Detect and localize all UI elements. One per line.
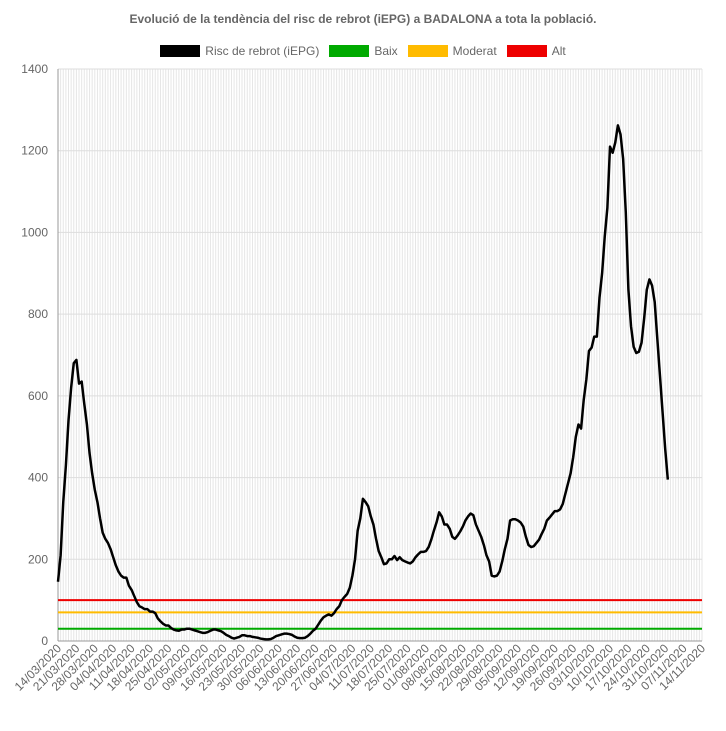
legend-item-alt[interactable]: Alt (506, 44, 566, 58)
legend-swatch-baix (329, 45, 370, 57)
legend-item-moderat[interactable]: Moderat (407, 44, 497, 58)
legend-item-baix[interactable]: Baix (329, 44, 398, 58)
legend-label-alt: Alt (551, 44, 566, 58)
legend-swatch-risc (160, 45, 201, 57)
y-tick-label: 1400 (21, 62, 48, 76)
y-tick-label: 600 (28, 389, 48, 403)
legend-label-baix: Baix (374, 44, 398, 58)
y-tick-label: 1000 (21, 225, 48, 239)
y-tick-label: 200 (28, 552, 48, 566)
y-tick-label: 800 (28, 307, 48, 321)
legend-swatch-moderat (407, 45, 448, 57)
legend-label-risc: Risc de rebrot (iEPG) (205, 44, 320, 58)
y-tick-label: 1200 (21, 144, 48, 158)
legend-label-moderat: Moderat (452, 44, 497, 58)
y-tick-label: 0 (41, 634, 48, 648)
y-tick-label: 400 (28, 471, 48, 485)
chart-title: Evolució de la tendència del risc de reb… (129, 12, 597, 26)
chart-legend: Risc de rebrot (iEPG) Baix Moderat Alt (0, 44, 726, 58)
legend-swatch-alt (506, 45, 547, 57)
series-line-iepg (56, 124, 670, 641)
legend-item-risc[interactable]: Risc de rebrot (iEPG) (160, 44, 319, 58)
